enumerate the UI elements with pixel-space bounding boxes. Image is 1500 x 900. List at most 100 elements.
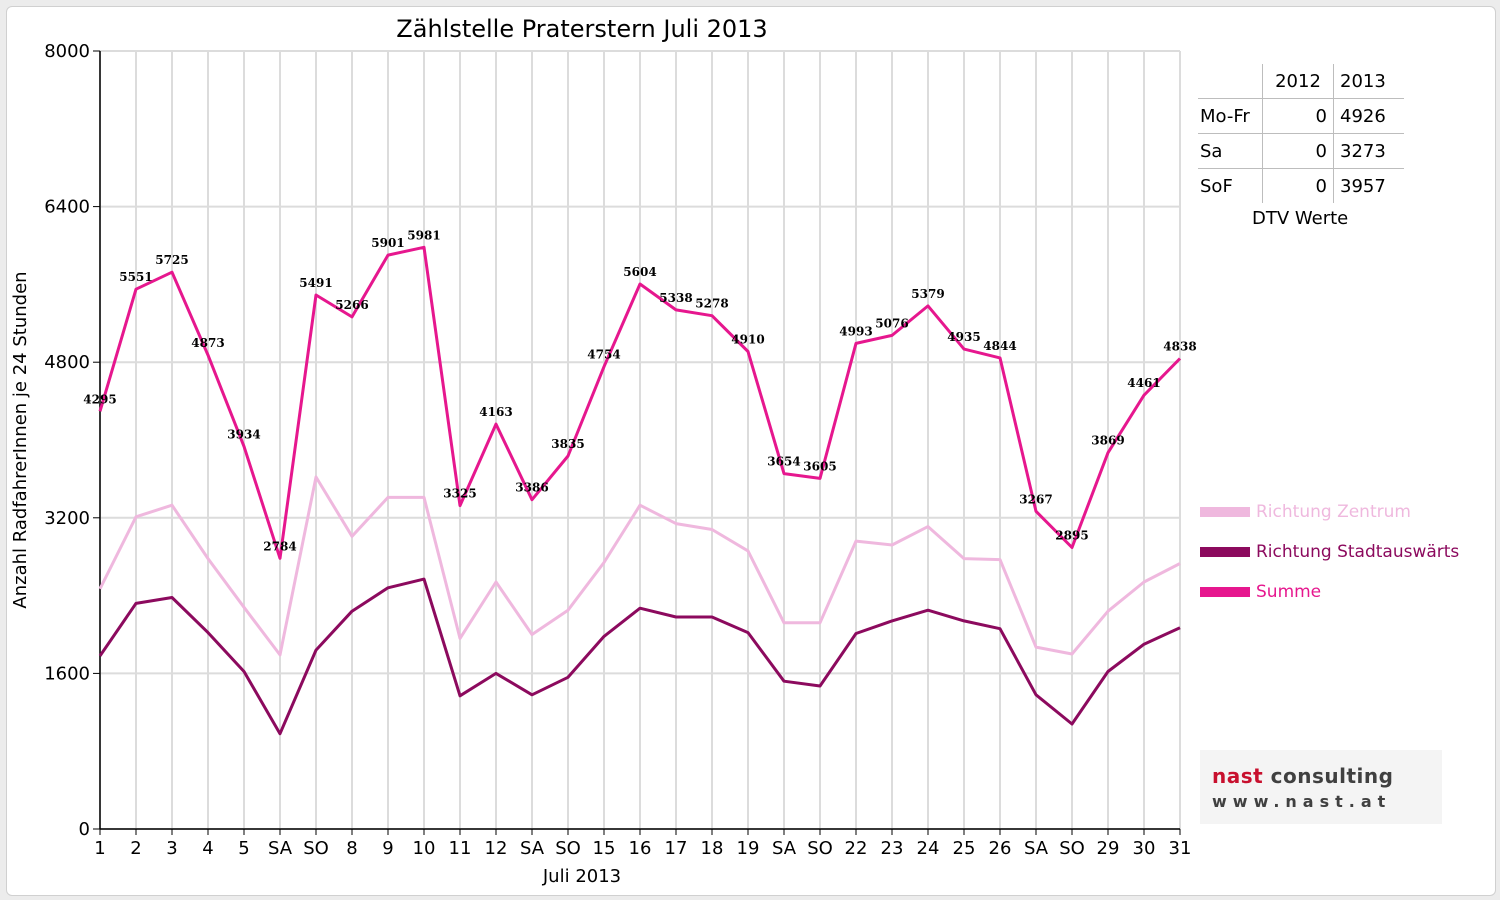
- legend-swatch: [1200, 587, 1250, 597]
- dtv-row-label: Mo-Fr: [1198, 98, 1263, 134]
- legend-item-summe[interactable]: Summe: [1200, 572, 1459, 612]
- x-axis-label: Juli 2013: [542, 866, 621, 887]
- data-label: 3267: [1019, 492, 1052, 506]
- data-label: 4163: [479, 405, 512, 419]
- data-label: 5604: [623, 265, 656, 279]
- series-line: [98, 577, 1181, 736]
- data-label: 5379: [911, 287, 944, 301]
- logo-name-nast: nast: [1212, 764, 1264, 788]
- data-label: 4873: [191, 336, 224, 350]
- x-tick-label: 29: [1097, 838, 1120, 859]
- data-label: 4993: [839, 324, 872, 338]
- x-tick-label: 11: [449, 838, 472, 859]
- dtv-row-sa: Sa 0 3273: [1198, 133, 1404, 169]
- legend-label: Richtung Zentrum: [1256, 502, 1411, 522]
- logo-url: www.nast.at: [1212, 792, 1392, 811]
- data-label: 4754: [587, 348, 620, 362]
- data-label: 3605: [803, 459, 836, 473]
- data-label: 3325: [443, 487, 476, 501]
- data-label: 5551: [119, 270, 152, 284]
- legend-swatch: [1200, 507, 1250, 517]
- x-tick-label: 26: [989, 838, 1012, 859]
- series-line: [98, 475, 1181, 657]
- data-label: 5981: [407, 228, 440, 242]
- data-label: 3654: [767, 455, 800, 469]
- company-logo: nast consulting www.nast.at: [1200, 750, 1442, 824]
- dtv-header-row: 2012 2013: [1198, 64, 1404, 99]
- dtv-row-label: Sa: [1198, 133, 1263, 169]
- dtv-value-2012: 0: [1262, 168, 1334, 203]
- data-label: 5338: [659, 291, 692, 305]
- dtv-header-2012: 2012: [1262, 64, 1334, 99]
- x-tick-label: 4: [202, 838, 213, 859]
- data-label: 5725: [155, 253, 188, 267]
- x-tick-label: 16: [629, 838, 652, 859]
- x-tick-label: 24: [917, 838, 940, 859]
- legend-swatch: [1200, 547, 1250, 557]
- x-tick-label: 17: [665, 838, 688, 859]
- x-tick-label: SO: [303, 838, 329, 859]
- chart-title: Zählstelle Praterstern Juli 2013: [396, 15, 767, 43]
- x-tick-label: 19: [737, 838, 760, 859]
- x-tick-label: 12: [485, 838, 508, 859]
- x-tick-label: 31: [1169, 838, 1192, 859]
- logo-wordmark: nast consulting: [1212, 764, 1393, 788]
- x-tick-label: SO: [807, 838, 833, 859]
- data-label: 3934: [227, 427, 260, 441]
- y-tick-label: 3200: [44, 508, 90, 529]
- dtv-value-2013: 4926: [1333, 98, 1404, 134]
- dtv-header-2013: 2013: [1333, 64, 1404, 99]
- series-layer: [98, 245, 1182, 736]
- x-tick-label: SO: [1059, 838, 1085, 859]
- data-label: 4461: [1127, 376, 1160, 390]
- legend-item-zentrum[interactable]: Richtung Zentrum: [1200, 492, 1459, 532]
- y-tick-label: 0: [79, 819, 90, 840]
- y-tick-label: 6400: [44, 197, 90, 218]
- x-tick-label: 2: [130, 838, 141, 859]
- dtv-row-mofr: Mo-Fr 0 4926: [1198, 98, 1404, 134]
- x-tick-label: SO: [555, 838, 581, 859]
- data-label: 4295: [83, 392, 116, 406]
- data-label: 2784: [263, 539, 296, 553]
- data-label: 3386: [515, 481, 548, 495]
- dtv-value-2012: 0: [1262, 98, 1334, 134]
- data-label: 5491: [299, 276, 332, 290]
- data-label: 5901: [371, 236, 404, 250]
- dtv-value-2012: 0: [1262, 133, 1334, 169]
- x-tick-label: SA: [520, 838, 545, 859]
- data-label: 4910: [731, 333, 764, 347]
- dtv-value-2013: 3957: [1333, 168, 1404, 203]
- dtv-caption: DTV Werte: [1252, 208, 1349, 229]
- x-tick-label: 10: [413, 838, 436, 859]
- dtv-value-2013: 3273: [1333, 133, 1404, 169]
- x-tick-label: SA: [268, 838, 293, 859]
- dtv-table: 2012 2013 Mo-Fr 0 4926 Sa 0 3273 SoF 0 3…: [1198, 64, 1404, 203]
- logo-name-consulting: consulting: [1263, 764, 1394, 788]
- x-tick-label: 9: [382, 838, 393, 859]
- series-line: [98, 245, 1182, 560]
- data-label: 5278: [695, 297, 728, 311]
- y-tick-label: 8000: [44, 41, 90, 62]
- data-label: 4844: [983, 339, 1016, 353]
- data-label: 3869: [1091, 434, 1124, 448]
- data-label: 2895: [1055, 528, 1088, 542]
- x-tick-label: SA: [772, 838, 797, 859]
- x-tick-label: 1: [94, 838, 105, 859]
- x-tick-label: 18: [701, 838, 724, 859]
- dtv-header-blank: [1198, 64, 1263, 99]
- legend-item-stadtauswaerts[interactable]: Richtung Stadtauswärts: [1200, 532, 1459, 572]
- x-tick-label: 23: [881, 838, 904, 859]
- x-tick-label: 15: [593, 838, 616, 859]
- y-tick-label: 4800: [44, 352, 90, 373]
- legend: Richtung Zentrum Richtung Stadtauswärts …: [1200, 492, 1459, 612]
- dtv-row-sof: SoF 0 3957: [1198, 168, 1404, 203]
- y-tick-label: 1600: [44, 663, 90, 684]
- x-tick-label: 3: [166, 838, 177, 859]
- data-label: 5076: [875, 316, 908, 330]
- x-tick-label: 5: [238, 838, 249, 859]
- x-tick-label: 8: [346, 838, 357, 859]
- y-axis-label: Anzahl RadfahrerInnen je 24 Stunden: [10, 271, 31, 608]
- data-label: 4935: [947, 330, 980, 344]
